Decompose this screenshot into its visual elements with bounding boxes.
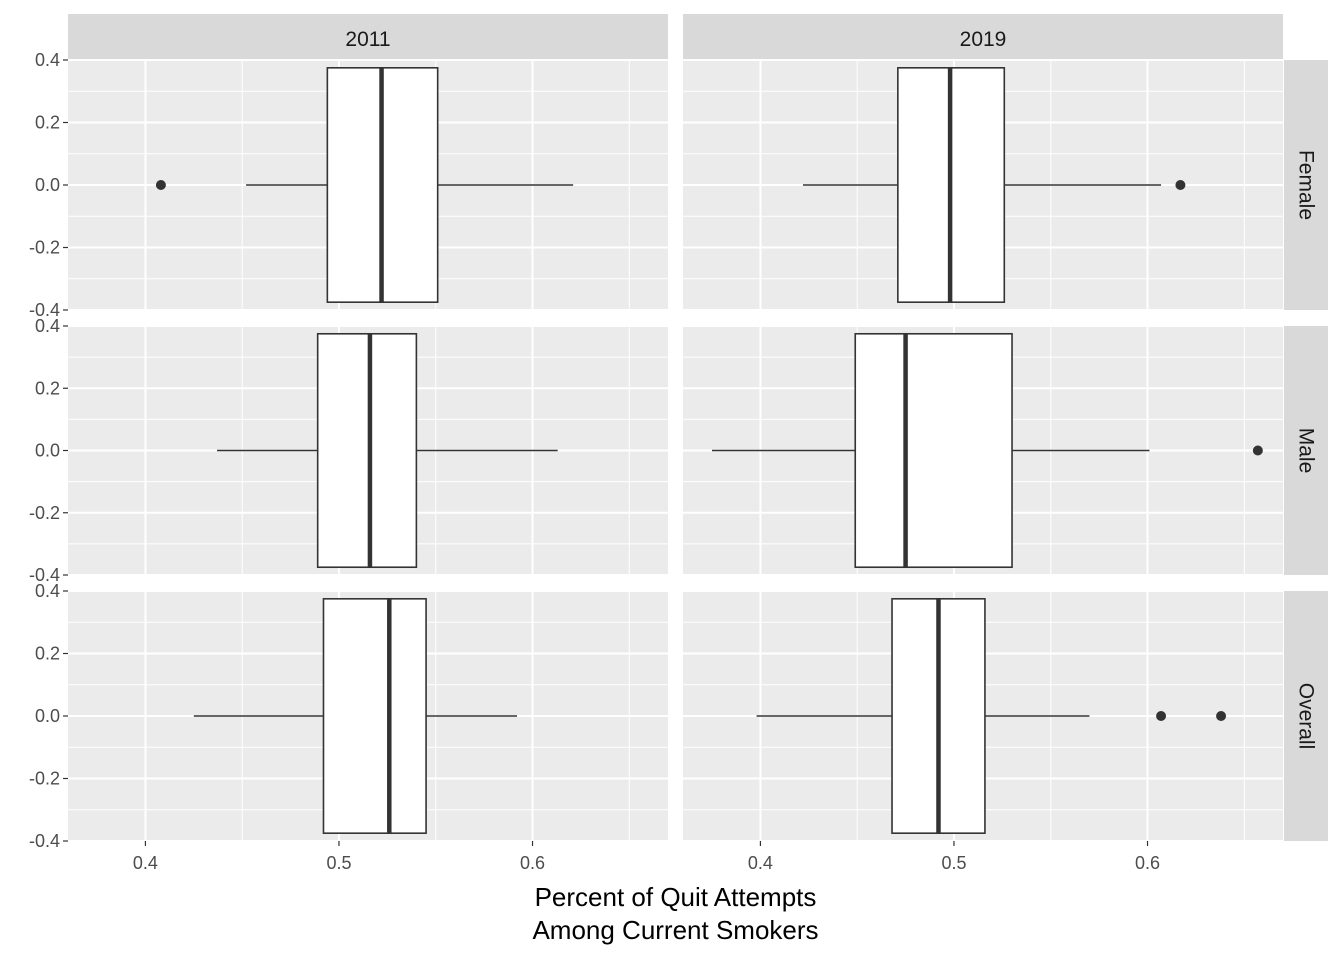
y-tick-label: 0.0 bbox=[35, 706, 60, 726]
facet-strip-label: 2019 bbox=[960, 28, 1007, 51]
y-tick-label: -0.4 bbox=[29, 565, 60, 585]
y-tick-label: -0.4 bbox=[29, 831, 60, 851]
facet-strip-female bbox=[1284, 60, 1328, 310]
y-tick-label: -0.2 bbox=[29, 238, 60, 258]
y-tick-label: 0.4 bbox=[35, 581, 60, 601]
facet-strip-2011 bbox=[68, 14, 668, 59]
x-tick-label: 0.6 bbox=[1135, 853, 1160, 873]
y-tick-label: 0.2 bbox=[35, 378, 60, 398]
outlier-point bbox=[1252, 445, 1263, 456]
x-tick-label: 0.4 bbox=[133, 853, 158, 873]
x-axis-title: Percent of Quit Attempts bbox=[535, 882, 817, 912]
y-tick-label: 0.2 bbox=[35, 644, 60, 664]
y-tick-label: 0.4 bbox=[35, 316, 60, 336]
x-tick-label: 0.4 bbox=[748, 853, 773, 873]
outlier-point bbox=[155, 180, 166, 190]
y-tick-label: 0.0 bbox=[35, 175, 60, 195]
y-tick-label: 0.0 bbox=[35, 441, 60, 461]
y-tick-label: 0.2 bbox=[35, 113, 60, 133]
box-iqr bbox=[316, 332, 418, 569]
box-iqr bbox=[322, 598, 427, 834]
facet-strip-label: 2011 bbox=[345, 28, 390, 51]
x-tick-label: 0.5 bbox=[941, 853, 966, 873]
facet-strip-overall bbox=[1284, 591, 1328, 841]
y-tick-label: -0.2 bbox=[29, 503, 60, 523]
x-axis-title: Among Current Smokers bbox=[532, 915, 818, 945]
outlier-point bbox=[1156, 711, 1167, 721]
box-iqr bbox=[854, 332, 1013, 569]
facet-strip-label: Overall bbox=[1295, 683, 1318, 750]
y-tick-label: -0.4 bbox=[29, 300, 60, 320]
y-tick-label: -0.2 bbox=[29, 769, 60, 789]
x-tick-label: 0.6 bbox=[520, 853, 545, 873]
facet-strip-male bbox=[1284, 326, 1328, 575]
outlier-point bbox=[1216, 711, 1227, 721]
facet-strip-2019 bbox=[683, 14, 1283, 59]
facet-strip-label: Male bbox=[1295, 428, 1318, 474]
facet-strip-label: Female bbox=[1295, 150, 1318, 220]
outlier-point bbox=[1175, 180, 1186, 190]
x-tick-label: 0.5 bbox=[326, 853, 351, 873]
y-tick-label: 0.4 bbox=[35, 50, 60, 70]
